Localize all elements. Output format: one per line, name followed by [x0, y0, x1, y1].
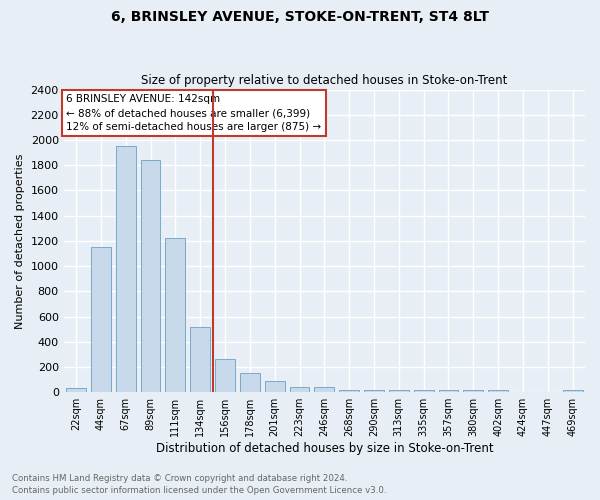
Bar — [414, 390, 434, 392]
Y-axis label: Number of detached properties: Number of detached properties — [15, 153, 25, 328]
Bar — [215, 359, 235, 392]
Bar — [439, 390, 458, 392]
Bar — [290, 386, 310, 392]
Bar — [116, 146, 136, 392]
Bar — [66, 388, 86, 392]
Bar — [314, 387, 334, 392]
Bar — [364, 390, 384, 392]
Bar — [389, 390, 409, 392]
Bar — [190, 326, 210, 392]
Bar — [265, 382, 284, 392]
Text: 6 BRINSLEY AVENUE: 142sqm
← 88% of detached houses are smaller (6,399)
12% of se: 6 BRINSLEY AVENUE: 142sqm ← 88% of detac… — [66, 94, 322, 132]
Bar — [339, 390, 359, 392]
Bar — [488, 390, 508, 392]
Bar — [166, 238, 185, 392]
X-axis label: Distribution of detached houses by size in Stoke-on-Trent: Distribution of detached houses by size … — [155, 442, 493, 455]
Text: 6, BRINSLEY AVENUE, STOKE-ON-TRENT, ST4 8LT: 6, BRINSLEY AVENUE, STOKE-ON-TRENT, ST4 … — [111, 10, 489, 24]
Text: Contains HM Land Registry data © Crown copyright and database right 2024.
Contai: Contains HM Land Registry data © Crown c… — [12, 474, 386, 495]
Bar — [240, 372, 260, 392]
Title: Size of property relative to detached houses in Stoke-on-Trent: Size of property relative to detached ho… — [141, 74, 508, 87]
Bar — [463, 390, 483, 392]
Bar — [91, 247, 111, 392]
Bar — [140, 160, 160, 392]
Bar — [563, 390, 583, 392]
